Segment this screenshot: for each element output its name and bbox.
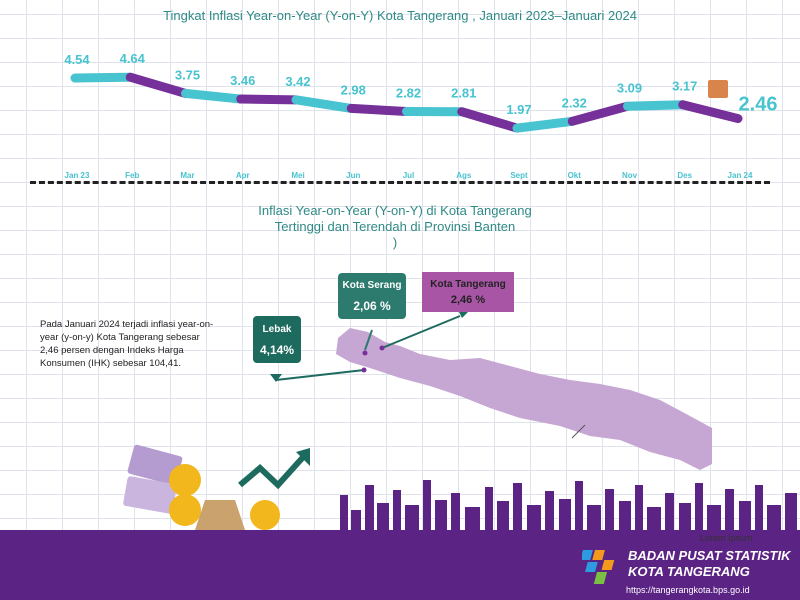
money-illustration-icon xyxy=(123,444,310,530)
x-tick-label: Apr xyxy=(236,171,250,180)
data-label: 2.81 xyxy=(451,86,476,101)
data-label: 2.82 xyxy=(396,86,421,101)
map-shape xyxy=(336,328,712,470)
placeholder-text: Lorem Ipsum xyxy=(700,533,753,543)
callout-label: Lebak xyxy=(262,324,292,335)
line-segment xyxy=(236,94,301,105)
map-title: Inflasi Year-on-Year (Y-on-Y) di Kota Ta… xyxy=(230,203,560,251)
line-segment xyxy=(623,100,688,111)
data-label: 3.17 xyxy=(672,79,697,94)
line-segment xyxy=(678,100,743,124)
line-segment xyxy=(181,88,246,104)
x-tick-label: Jan 23 xyxy=(65,171,90,180)
x-tick-label: Mar xyxy=(180,171,194,180)
data-label: 2.32 xyxy=(562,95,587,110)
footer-band xyxy=(0,530,800,600)
chart-title: Tingkat Inflasi Year-on-Year (Y-on-Y) Ko… xyxy=(163,8,637,23)
callout-value: 4,14% xyxy=(259,343,295,357)
callout-lebak: Lebak 4,14% xyxy=(253,316,301,363)
callout-value: 2,06 % xyxy=(353,299,391,313)
org-name-line2: KOTA TANGERANG xyxy=(628,564,750,579)
callout-kota-serang: Kota Serang 2,06 % xyxy=(338,273,406,319)
callout-kota-tangerang: Kota Tangerang 2,46 % xyxy=(422,272,514,312)
line-segment xyxy=(291,95,356,113)
x-tick-label: Okt xyxy=(568,171,582,180)
line-segment xyxy=(70,72,135,83)
x-tick-label: Jan 24 xyxy=(728,171,753,180)
data-label: 4.64 xyxy=(120,51,146,66)
data-label: 3.46 xyxy=(230,73,255,88)
inflation-line-chart: 4.54 Jan 23 4.64 Feb 3.75 Mar 3.46 Apr 3.42 Mei 2.… xyxy=(64,51,778,180)
callout-label: Kota Tangerang xyxy=(430,279,506,290)
map-title-line3: ) xyxy=(392,235,398,250)
x-tick-label: Nov xyxy=(622,171,638,180)
x-tick-label: Feb xyxy=(125,171,139,180)
data-label: 3.42 xyxy=(285,74,310,89)
callout-value: 2,46 % xyxy=(450,294,486,306)
org-name: BADAN PUSAT STATISTIK KOTA TANGERANG xyxy=(628,548,791,580)
java-map xyxy=(270,310,712,470)
city-skyline-icon xyxy=(340,480,797,531)
website-link[interactable]: https://tangerangkota.bps.go.id xyxy=(626,585,750,595)
x-tick-label: Mei xyxy=(291,171,304,180)
x-tick-label: Ags xyxy=(456,171,472,180)
line-segment xyxy=(125,72,190,98)
divider xyxy=(30,181,770,184)
data-label: 2.98 xyxy=(341,82,366,97)
description-text: Pada Januari 2024 terjadi inflasi year-o… xyxy=(40,319,214,369)
map-title-line1: Inflasi Year-on-Year (Y-on-Y) di Kota Ta… xyxy=(258,203,532,218)
truck-icon xyxy=(708,80,728,98)
data-label: 2.46 xyxy=(739,94,778,116)
line-segment xyxy=(346,103,411,117)
bps-logo-icon xyxy=(582,550,615,584)
line-segment xyxy=(457,107,522,133)
line-segment xyxy=(512,116,577,133)
data-label: 4.54 xyxy=(64,52,90,67)
line-segment xyxy=(567,101,632,126)
x-tick-label: Jun xyxy=(346,171,360,180)
data-label: 1.97 xyxy=(506,102,531,117)
data-label: 3.09 xyxy=(617,80,642,95)
x-tick-label: Des xyxy=(677,171,692,180)
x-tick-label: Sept xyxy=(510,171,528,180)
x-tick-label: Jul xyxy=(403,171,415,180)
data-label: 3.75 xyxy=(175,67,200,82)
callout-label: Kota Serang xyxy=(342,280,402,291)
org-name-line1: BADAN PUSAT STATISTIK xyxy=(628,548,791,563)
map-title-line2: Tertinggi dan Terendah di Provinsi Bante… xyxy=(274,219,516,234)
